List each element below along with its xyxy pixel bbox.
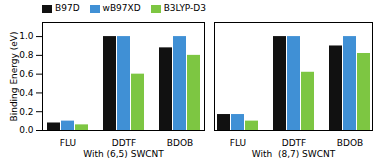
svg-text:DDTF: DDTF: [282, 138, 307, 148]
svg-text:0.0: 0.0: [19, 125, 34, 135]
svg-text:0.8: 0.8: [19, 50, 34, 60]
svg-text:0.6: 0.6: [19, 69, 34, 79]
svg-text:0.2: 0.2: [19, 107, 33, 117]
html-text:B3LYP-D3: B3LYP-D3: [163, 3, 206, 13]
html-text:wB97XD: wB97XD: [102, 3, 141, 13]
svg-text:With (8,7) SWCNT: With (8,7) SWCNT: [252, 149, 336, 159]
svg-text:FLU: FLU: [60, 138, 76, 148]
svg-text:1.0: 1.0: [19, 31, 34, 41]
svg-text:DDTF: DDTF: [112, 138, 137, 148]
html-text:B97D: B97D: [55, 3, 80, 13]
svg-text:FLU: FLU: [230, 138, 246, 148]
svg-text:BDOB: BDOB: [337, 138, 363, 148]
svg-text:Binding Energy (eV): Binding Energy (eV): [9, 32, 19, 122]
svg-text:0.4: 0.4: [19, 88, 34, 98]
svg-text:With (6,5) SWCNT: With (6,5) SWCNT: [83, 149, 164, 159]
svg-text:BDOB: BDOB: [167, 138, 193, 148]
